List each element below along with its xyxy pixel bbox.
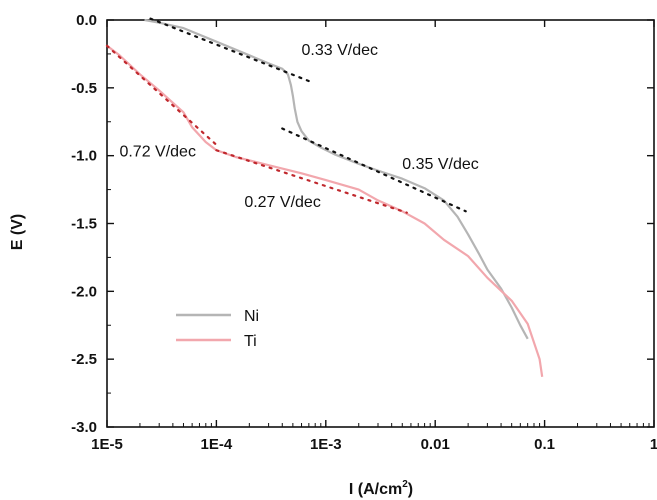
slope-annotation: 0.35 V/dec xyxy=(402,156,479,173)
legend: Ni Ti xyxy=(176,308,259,350)
x-tick-label: 0.01 xyxy=(421,436,450,453)
tafel-fit-line xyxy=(149,17,310,83)
plot-frame xyxy=(106,19,655,428)
tafel-fit-layer xyxy=(105,17,467,214)
series-line-ti xyxy=(106,44,544,377)
y-axis-title: E (V) xyxy=(9,214,26,250)
annotation-layer: 0.33 V/dec 0.35 V/dec 0.72 V/dec 0.27 V/dec xyxy=(119,42,478,211)
x-axis-title: I (A/cm2) xyxy=(349,479,413,498)
y-tick-label: -1.5 xyxy=(71,216,97,233)
legend-label-ni: Ni xyxy=(244,308,259,325)
axes: 1E-5 1E-4 1E-3 0.01 0.1 1 0.0 -0.5 -1.0 -1.5 -2.0 -… xyxy=(71,12,657,453)
x-tick-label: 1E-3 xyxy=(310,436,342,453)
x-tick-label: 1E-5 xyxy=(91,436,123,453)
legend-label-ti: Ti xyxy=(244,333,257,350)
x-axis-title-sup: 2 xyxy=(402,479,408,490)
series-line-ni xyxy=(144,18,529,340)
x-tick-label: 0.1 xyxy=(534,436,555,453)
slope-annotation: 0.33 V/dec xyxy=(302,42,379,59)
x-tick-label: 1E-4 xyxy=(201,436,233,453)
slope-annotation: 0.72 V/dec xyxy=(119,144,195,161)
y-tick-label: -3.0 xyxy=(71,419,97,436)
y-tick-label: -1.0 xyxy=(71,148,97,165)
series-layer xyxy=(106,18,544,377)
x-tick-label: 1 xyxy=(650,436,657,453)
y-tick-label: -2.5 xyxy=(71,351,97,368)
tafel-fit-line xyxy=(215,149,408,214)
tafel-fit-line xyxy=(105,44,218,146)
x-axis-title-main: I (A/cm xyxy=(349,481,402,498)
y-tick-label: -2.0 xyxy=(71,283,97,300)
slope-annotation: 0.27 V/dec xyxy=(244,194,321,211)
x-axis-title-end: ) xyxy=(408,481,413,498)
y-tick-label: 0.0 xyxy=(76,12,97,29)
y-tick-label: -0.5 xyxy=(71,80,97,97)
tafel-fit-line xyxy=(281,127,467,213)
